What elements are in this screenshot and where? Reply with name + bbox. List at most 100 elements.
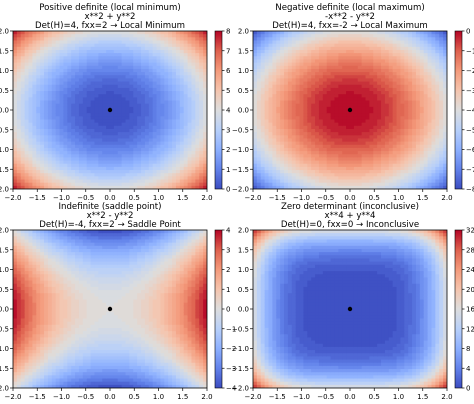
heatmap-cell [435,49,440,54]
heatmap-cell [373,147,378,152]
heatmap-cell [256,65,262,70]
heatmap-cell [318,173,324,177]
heatmap-cell [299,91,305,95]
heatmap-cell [392,147,398,152]
heatmap-cell [284,157,289,162]
heatmap-cell [199,40,204,45]
heatmap-cell [322,100,328,105]
heatmap-cell [287,56,293,61]
heatmap-cell [67,151,72,155]
heatmap-cell [20,94,26,98]
heatmap-cell [256,176,262,181]
heatmap-cell [13,94,18,98]
heatmap-cell [24,125,30,130]
heatmap-cell [311,87,316,92]
heatmap-cell [117,173,123,177]
heatmap-cell [179,154,185,158]
heatmap-cell [415,87,421,92]
heatmap-cell [98,43,103,48]
heatmap-cell [415,81,421,86]
heatmap-cell [381,59,386,64]
heatmap-cell [299,37,305,42]
heatmap-cell [369,75,374,79]
heatmap-cell [435,97,440,102]
heatmap-cell [67,179,72,184]
heatmap-cell [384,151,390,155]
heatmap-cell [129,87,134,92]
heatmap-cell [152,176,158,181]
heatmap-cell [392,176,398,181]
heatmap-cell [40,166,45,171]
heatmap-cell [148,97,154,102]
heatmap-cell [86,94,92,98]
heatmap-cell [144,122,150,127]
heatmap-cell [381,53,386,57]
heatmap-cell [295,138,301,143]
heatmap-cell [408,110,413,114]
heatmap-cell [268,157,273,162]
heatmap-cell [156,157,162,162]
heatmap-cell [106,59,111,64]
heatmap-cell [110,135,115,140]
heatmap-cell [133,106,138,111]
heatmap-cell [28,65,33,70]
heatmap-cell [195,87,200,92]
heatmap-cell [183,78,189,83]
heatmap-cell [152,154,158,158]
heatmap-cell [260,170,266,174]
heatmap-cell [299,100,305,105]
heatmap-cell [141,72,146,76]
heatmap-cell [160,68,165,73]
heatmap-cell [179,147,185,152]
heatmap-cell [412,97,417,102]
heatmap-cell [13,182,18,187]
heatmap-cell [392,91,398,95]
heatmap-cell [86,147,92,152]
heatmap-cell [78,72,84,76]
heatmap-cell [423,91,429,95]
heatmap-cell [117,65,123,70]
heatmap-cell [125,72,130,76]
heatmap-cell [156,81,162,86]
heatmap-cell [195,100,200,105]
heatmap-cell [160,141,165,146]
heatmap-cell [326,56,332,61]
heatmap-cell [148,53,154,57]
heatmap-cell [280,65,285,70]
heatmap-cell [110,154,115,158]
heatmap-cell [392,40,398,45]
heatmap-cell [384,46,390,51]
heatmap-cell [94,116,99,121]
heatmap-cell [63,116,68,121]
heatmap-cell [172,170,177,174]
heatmap-cell [330,138,336,143]
heatmap-cell [129,113,134,117]
heatmap-cell [24,154,30,158]
heatmap-cell [90,49,96,54]
heatmap-cell [373,34,378,38]
heatmap-cell [172,154,177,158]
heatmap-cell [40,91,45,95]
heatmap-cell [47,147,53,152]
heatmap-cell [63,65,68,70]
heatmap-cell [129,179,134,184]
heatmap-cell [392,62,398,67]
heatmap-cell [191,81,196,86]
heatmap-cell [280,116,285,121]
heatmap-cell [311,128,316,133]
heatmap-cell [90,128,96,133]
heatmap-cell [82,94,88,98]
heatmap-cell [148,185,154,189]
heatmap-cell [113,154,119,158]
heatmap-cell [311,62,316,67]
heatmap-cell [350,125,355,130]
heatmap-cell [113,75,119,79]
heatmap-cell [330,78,336,83]
heatmap-cell [133,113,138,117]
heatmap-cell [322,72,328,76]
heatmap-cell [175,166,181,171]
heatmap-cell [110,182,115,187]
heatmap-cell [350,182,355,187]
heatmap-cell [67,141,72,146]
heatmap-cell [400,34,405,38]
